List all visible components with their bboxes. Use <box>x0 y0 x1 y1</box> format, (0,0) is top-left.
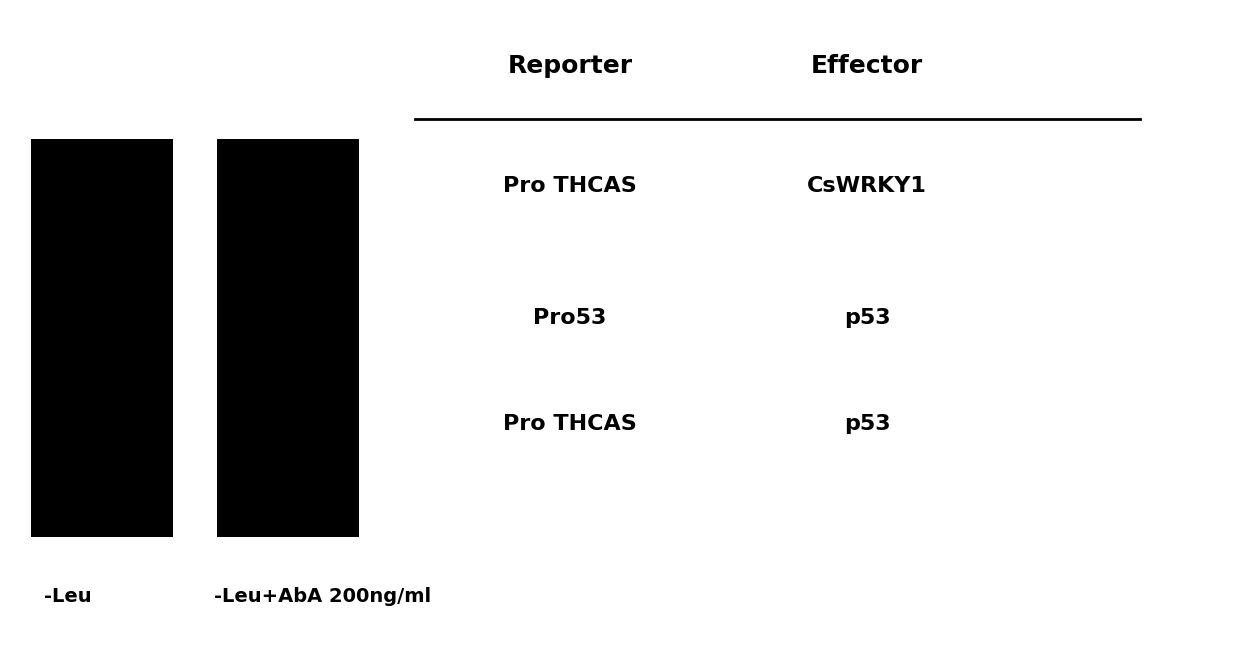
Bar <box>31 139 173 537</box>
Text: p53: p53 <box>844 308 891 328</box>
Text: Pro THCAS: Pro THCAS <box>503 176 637 196</box>
Text: -Leu: -Leu <box>45 587 92 606</box>
Text: p53: p53 <box>844 414 891 434</box>
Text: -Leu+AbA 200ng/ml: -Leu+AbA 200ng/ml <box>213 587 431 606</box>
Text: CsWRKY1: CsWRKY1 <box>808 176 927 196</box>
Text: Pro53: Pro53 <box>533 308 607 328</box>
Text: Pro THCAS: Pro THCAS <box>503 414 637 434</box>
Text: Effector: Effector <box>812 54 923 78</box>
Text: Reporter: Reporter <box>508 54 632 78</box>
Bar <box>217 139 359 537</box>
